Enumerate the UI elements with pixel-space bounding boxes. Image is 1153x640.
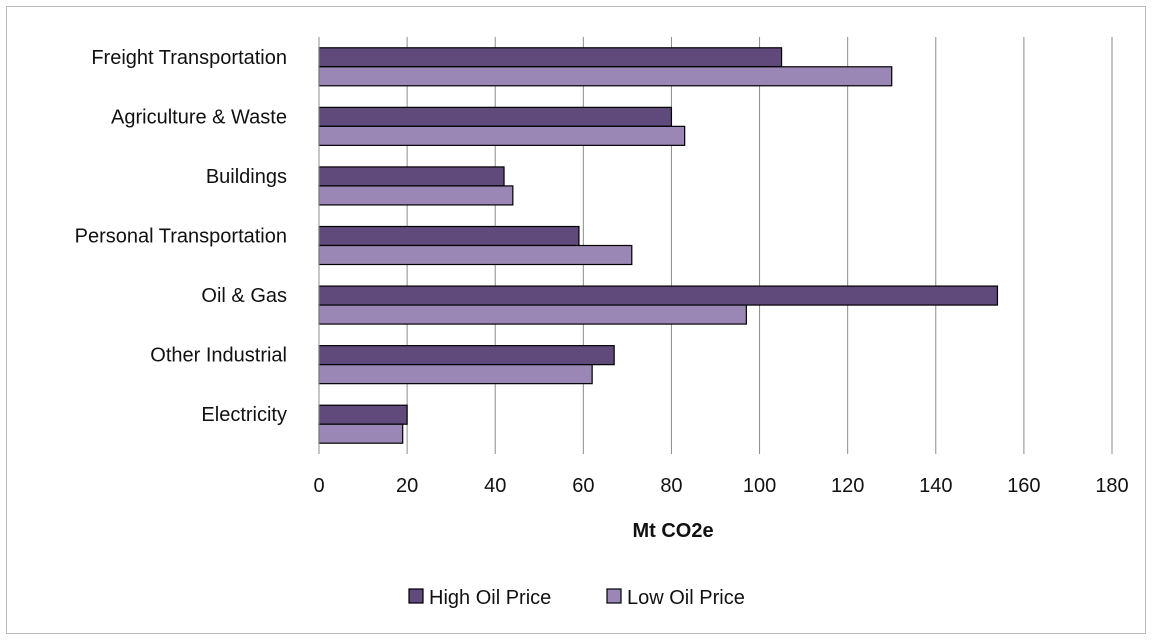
x-tick-label: 120 <box>831 475 864 497</box>
bar-high-oil-price <box>318 47 783 68</box>
bars <box>318 47 999 444</box>
bar-low-oil-price <box>318 364 593 385</box>
bar-low-oil-price <box>318 304 747 325</box>
legend-swatch <box>606 588 622 604</box>
bar-high-oil-price <box>318 225 580 247</box>
legend-label: High Oil Price <box>429 587 551 609</box>
x-tick-label: 180 <box>1095 475 1128 497</box>
gridlines <box>406 37 1113 454</box>
bar-low-oil-price <box>318 244 633 266</box>
x-tick-label: 80 <box>660 475 682 497</box>
bar-low-oil-price <box>318 185 514 206</box>
legend-label: Low Oil Price <box>627 587 745 609</box>
category-label: Electricity <box>201 404 287 426</box>
x-tick-label: 20 <box>396 475 418 497</box>
category-label: Personal Transportation <box>75 226 287 248</box>
category-label: Freight Transportation <box>91 47 287 69</box>
chart-frame: Freight Transportation Agriculture & Wast… <box>6 6 1146 634</box>
category-label: Oil & Gas <box>201 285 287 307</box>
bar-chart: Freight Transportation Agriculture & Wast… <box>75 37 1129 609</box>
x-tick-label: 160 <box>1007 475 1040 497</box>
bar-low-oil-price <box>318 66 893 87</box>
legend-swatch <box>408 588 424 604</box>
bar-low-oil-price <box>318 423 404 444</box>
category-labels: Freight Transportation Agriculture & Wast… <box>75 47 287 426</box>
x-tick-label: 100 <box>743 475 776 497</box>
x-tick-label: 140 <box>919 475 952 497</box>
bar-high-oil-price <box>318 404 408 425</box>
category-label: Buildings <box>206 166 287 188</box>
category-label: Agriculture & Waste <box>111 106 287 128</box>
x-axis-title: Mt CO2e <box>632 520 713 542</box>
bar-high-oil-price <box>318 166 505 187</box>
x-tick-labels: 0 20 40 60 80 100 120 140 160 180 <box>313 475 1128 497</box>
x-tick-label: 60 <box>572 475 594 497</box>
bar-high-oil-price <box>318 285 999 306</box>
bar-low-oil-price <box>318 125 686 146</box>
category-label: Other Industrial <box>150 345 287 367</box>
x-tick-label: 40 <box>484 475 506 497</box>
bar-high-oil-price <box>318 345 615 366</box>
x-tick-label: 0 <box>313 475 324 497</box>
legend: High Oil Price Low Oil Price <box>408 587 745 609</box>
bar-high-oil-price <box>318 106 673 127</box>
